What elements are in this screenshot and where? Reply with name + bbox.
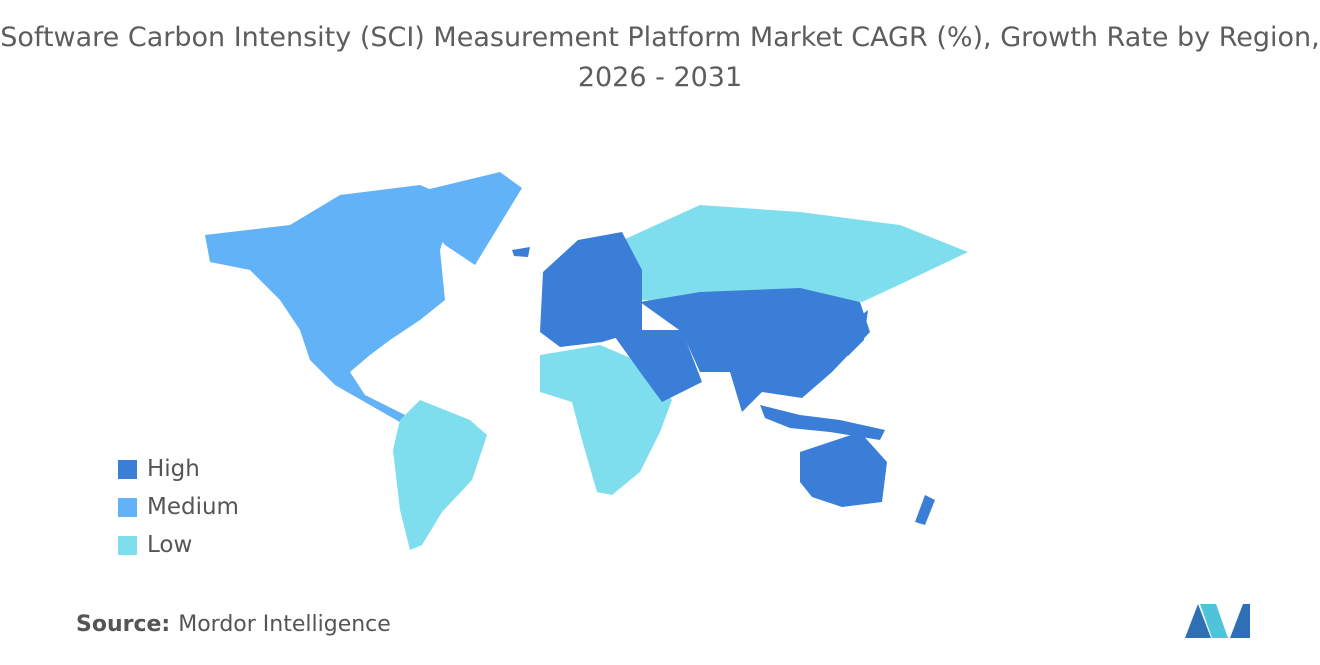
legend-item: Medium [118,488,239,526]
source: Source: Mordor Intelligence [76,612,391,637]
legend-swatch [118,535,137,555]
asia [640,288,870,412]
russia [612,205,968,302]
new-zealand [915,495,935,525]
legend-item: High [118,450,239,488]
australia [800,432,887,507]
indonesia [760,405,885,440]
iceland [512,247,530,257]
source-label: Source: [76,612,171,637]
legend-item: Low [118,526,239,564]
japan [842,310,868,356]
north-america [205,185,455,425]
middle-east [610,330,702,402]
south-america [393,400,487,550]
legend-label: High [147,456,200,482]
legend-label: Medium [147,494,239,520]
legend-swatch [118,497,137,517]
chart-title: Software Carbon Intensity (SCI) Measurem… [0,22,1320,93]
source-text: Mordor Intelligence [178,612,391,637]
logo [1185,604,1250,638]
europe [540,232,642,347]
africa [540,345,672,495]
legend: High Medium Low [118,450,239,564]
legend-swatch [118,459,137,479]
legend-label: Low [147,532,193,558]
greenland [405,172,522,265]
